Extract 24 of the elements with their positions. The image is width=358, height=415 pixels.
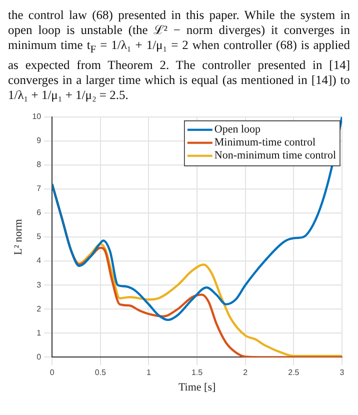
y-tick-label: 2 bbox=[36, 304, 42, 313]
legend-label: Open loop bbox=[214, 123, 262, 136]
text: the control law (68) presented in this paper. While the system in open loop is unstable (the ℒ² − norm diverges) it converges in minimum time t$_{F}$ = 1/λ₁ + 1/μ₁ = 2 when controller (68) is applied as expected from Theorem 2. The controller presented in [14] converges in a larger time which is equal (as mentioned in [14]) to 1/λ₁ + 1/μ₁ + 1/μ₂ = 2.5. bbox=[8, 8, 350, 102]
legend-label: Non-minimum time control bbox=[214, 149, 336, 162]
x-tick-label: 0.5 bbox=[94, 368, 107, 377]
x-tick-label: 1 bbox=[146, 368, 152, 377]
y-tick-label: 6 bbox=[36, 208, 42, 217]
x-tick-label: 1.5 bbox=[191, 368, 204, 377]
x-tick-label: 0 bbox=[50, 368, 55, 377]
y-tick-label: 9 bbox=[36, 136, 42, 145]
y-tick-label: 5 bbox=[36, 232, 42, 241]
legend-label: Minimum-time control bbox=[214, 136, 316, 148]
y-tick-label: 4 bbox=[36, 256, 42, 265]
y-tick-label: 3 bbox=[36, 280, 42, 289]
x-tick-label: 2 bbox=[243, 368, 248, 377]
y-tick-label: 8 bbox=[36, 160, 42, 169]
y-tick-label: 0 bbox=[36, 352, 42, 361]
x-tick-label: 3 bbox=[340, 368, 345, 377]
y-axis-title: L² norm bbox=[12, 218, 24, 254]
y-tick-label: 1 bbox=[36, 328, 42, 337]
y-tick-label: 7 bbox=[36, 184, 42, 193]
x-tick-label: 2.5 bbox=[288, 368, 300, 377]
y-tick-label: 10 bbox=[32, 112, 42, 121]
x-axis-title: Time [s] bbox=[178, 380, 216, 393]
